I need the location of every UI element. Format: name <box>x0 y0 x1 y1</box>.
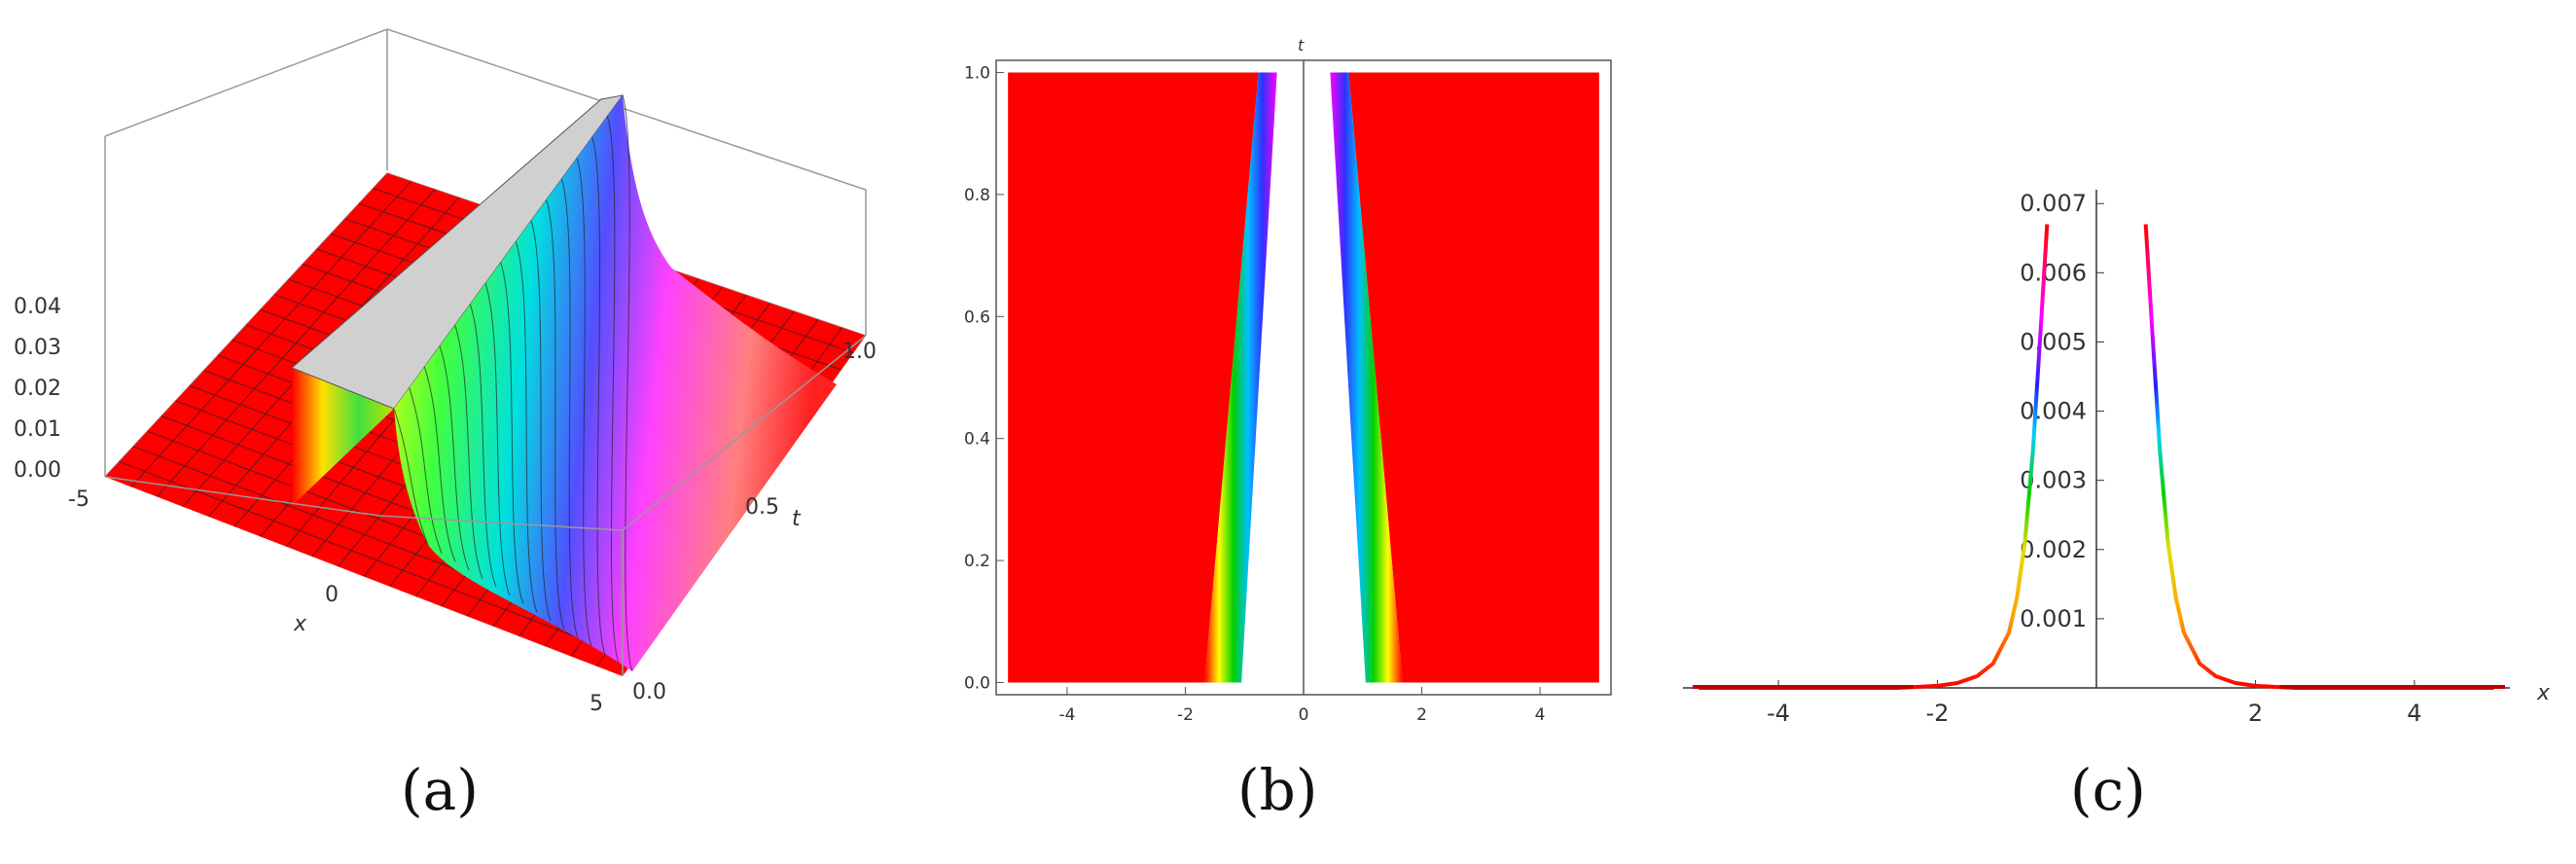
x-tick-label: 4 <box>1535 705 1546 725</box>
slope-line <box>606 116 620 664</box>
x-tick-label: 0 <box>1299 705 1309 725</box>
curve-tail <box>2146 225 2494 688</box>
x-tick-label: 2 <box>2248 700 2263 727</box>
caption-c: (c) <box>2070 757 2146 823</box>
slope-line <box>439 345 470 571</box>
contour-band-left <box>1204 72 1277 683</box>
t-axis-label: t <box>792 507 802 531</box>
slope-lines <box>393 94 633 672</box>
slope-line <box>515 241 538 613</box>
t-tick-0: 0.0 <box>632 680 666 704</box>
slope-line <box>560 178 579 638</box>
ridge-back-wall <box>292 368 394 506</box>
slope-line <box>622 94 633 672</box>
t-axis-label: t <box>1298 36 1305 54</box>
x-axis-label: x <box>2536 681 2551 705</box>
y-tick-label: 0.002 <box>2020 536 2087 563</box>
red-region-left <box>1008 72 1259 683</box>
contour-plot-b: -4 -2 0 2 4 0.0 0.2 0.4 0.6 0.8 1.0 t <box>964 36 1612 725</box>
z-tick-0: 0.00 <box>14 458 61 483</box>
y-tick-label: 1.0 <box>964 64 990 84</box>
slope-line <box>393 408 429 546</box>
caption-b: (b) <box>1237 757 1318 823</box>
z-tick-3: 0.03 <box>14 336 61 360</box>
t-tick-1: 0.5 <box>745 495 779 520</box>
x-tick-1: 0 <box>325 583 339 607</box>
y-tick-label: 0.004 <box>2020 398 2087 425</box>
x-tick-label: -2 <box>1926 700 1950 727</box>
caption-a: (a) <box>401 757 479 823</box>
surface-plot-a: 0.00 0.01 0.02 0.03 0.04 -5 0 5 x 0.0 0.… <box>14 28 877 716</box>
y-tick-label: 0.007 <box>2020 190 2087 217</box>
x-tick-0: -5 <box>68 487 89 512</box>
y-tick-label: 0.8 <box>964 186 990 205</box>
x-tick-label: -4 <box>1058 705 1075 725</box>
curve-series-0 <box>1699 224 2050 690</box>
y-tick-label: 0.005 <box>2020 328 2087 355</box>
x-axis-label: x <box>293 612 307 636</box>
slope-line <box>500 262 524 604</box>
slope-line <box>469 304 497 588</box>
slope-line <box>546 199 565 630</box>
t-tick-2: 1.0 <box>842 340 877 364</box>
contour-band-right <box>1330 72 1403 683</box>
slope-line <box>530 220 552 622</box>
x-tick-label: -2 <box>1177 705 1194 725</box>
slope-line <box>484 283 511 596</box>
red-region-right <box>1348 72 1599 683</box>
z-tick-1: 0.01 <box>14 417 61 442</box>
slope-line <box>409 387 443 554</box>
curve-series-1 <box>2143 224 2494 690</box>
z-axis: 0.00 0.01 0.02 0.03 0.04 <box>14 295 61 483</box>
z-tick-4: 0.04 <box>14 295 61 319</box>
y-tick-label: 0.0 <box>964 673 990 693</box>
y-tick-label: 0.2 <box>964 552 990 571</box>
slope-line <box>423 366 456 562</box>
y-tick-label: 0.001 <box>2020 605 2087 632</box>
t-axis: 0.0 0.5 1.0 t <box>632 340 877 704</box>
y-tick-label: 0.6 <box>964 307 990 327</box>
y-tick-label: 0.4 <box>964 430 990 450</box>
x-tick-label: -4 <box>1767 700 1790 727</box>
x-tick-label: 2 <box>1416 705 1427 725</box>
slope-line <box>591 136 606 655</box>
slope-line <box>454 324 483 579</box>
ridge-slope-face <box>394 95 837 671</box>
y-tick-label: 0.006 <box>2020 259 2087 286</box>
line-plot-c: -4 -2 2 40.0010.0020.0030.0040.0050.0060.00… <box>1683 190 2551 727</box>
slope-line <box>576 158 592 647</box>
x-axis: -5 0 5 x <box>68 487 603 716</box>
x-tick-label: 4 <box>2407 700 2421 727</box>
curve-tail <box>1699 225 2047 688</box>
z-tick-2: 0.02 <box>14 377 61 401</box>
grid-line-t <box>119 460 635 660</box>
x-tick-2: 5 <box>590 692 603 716</box>
